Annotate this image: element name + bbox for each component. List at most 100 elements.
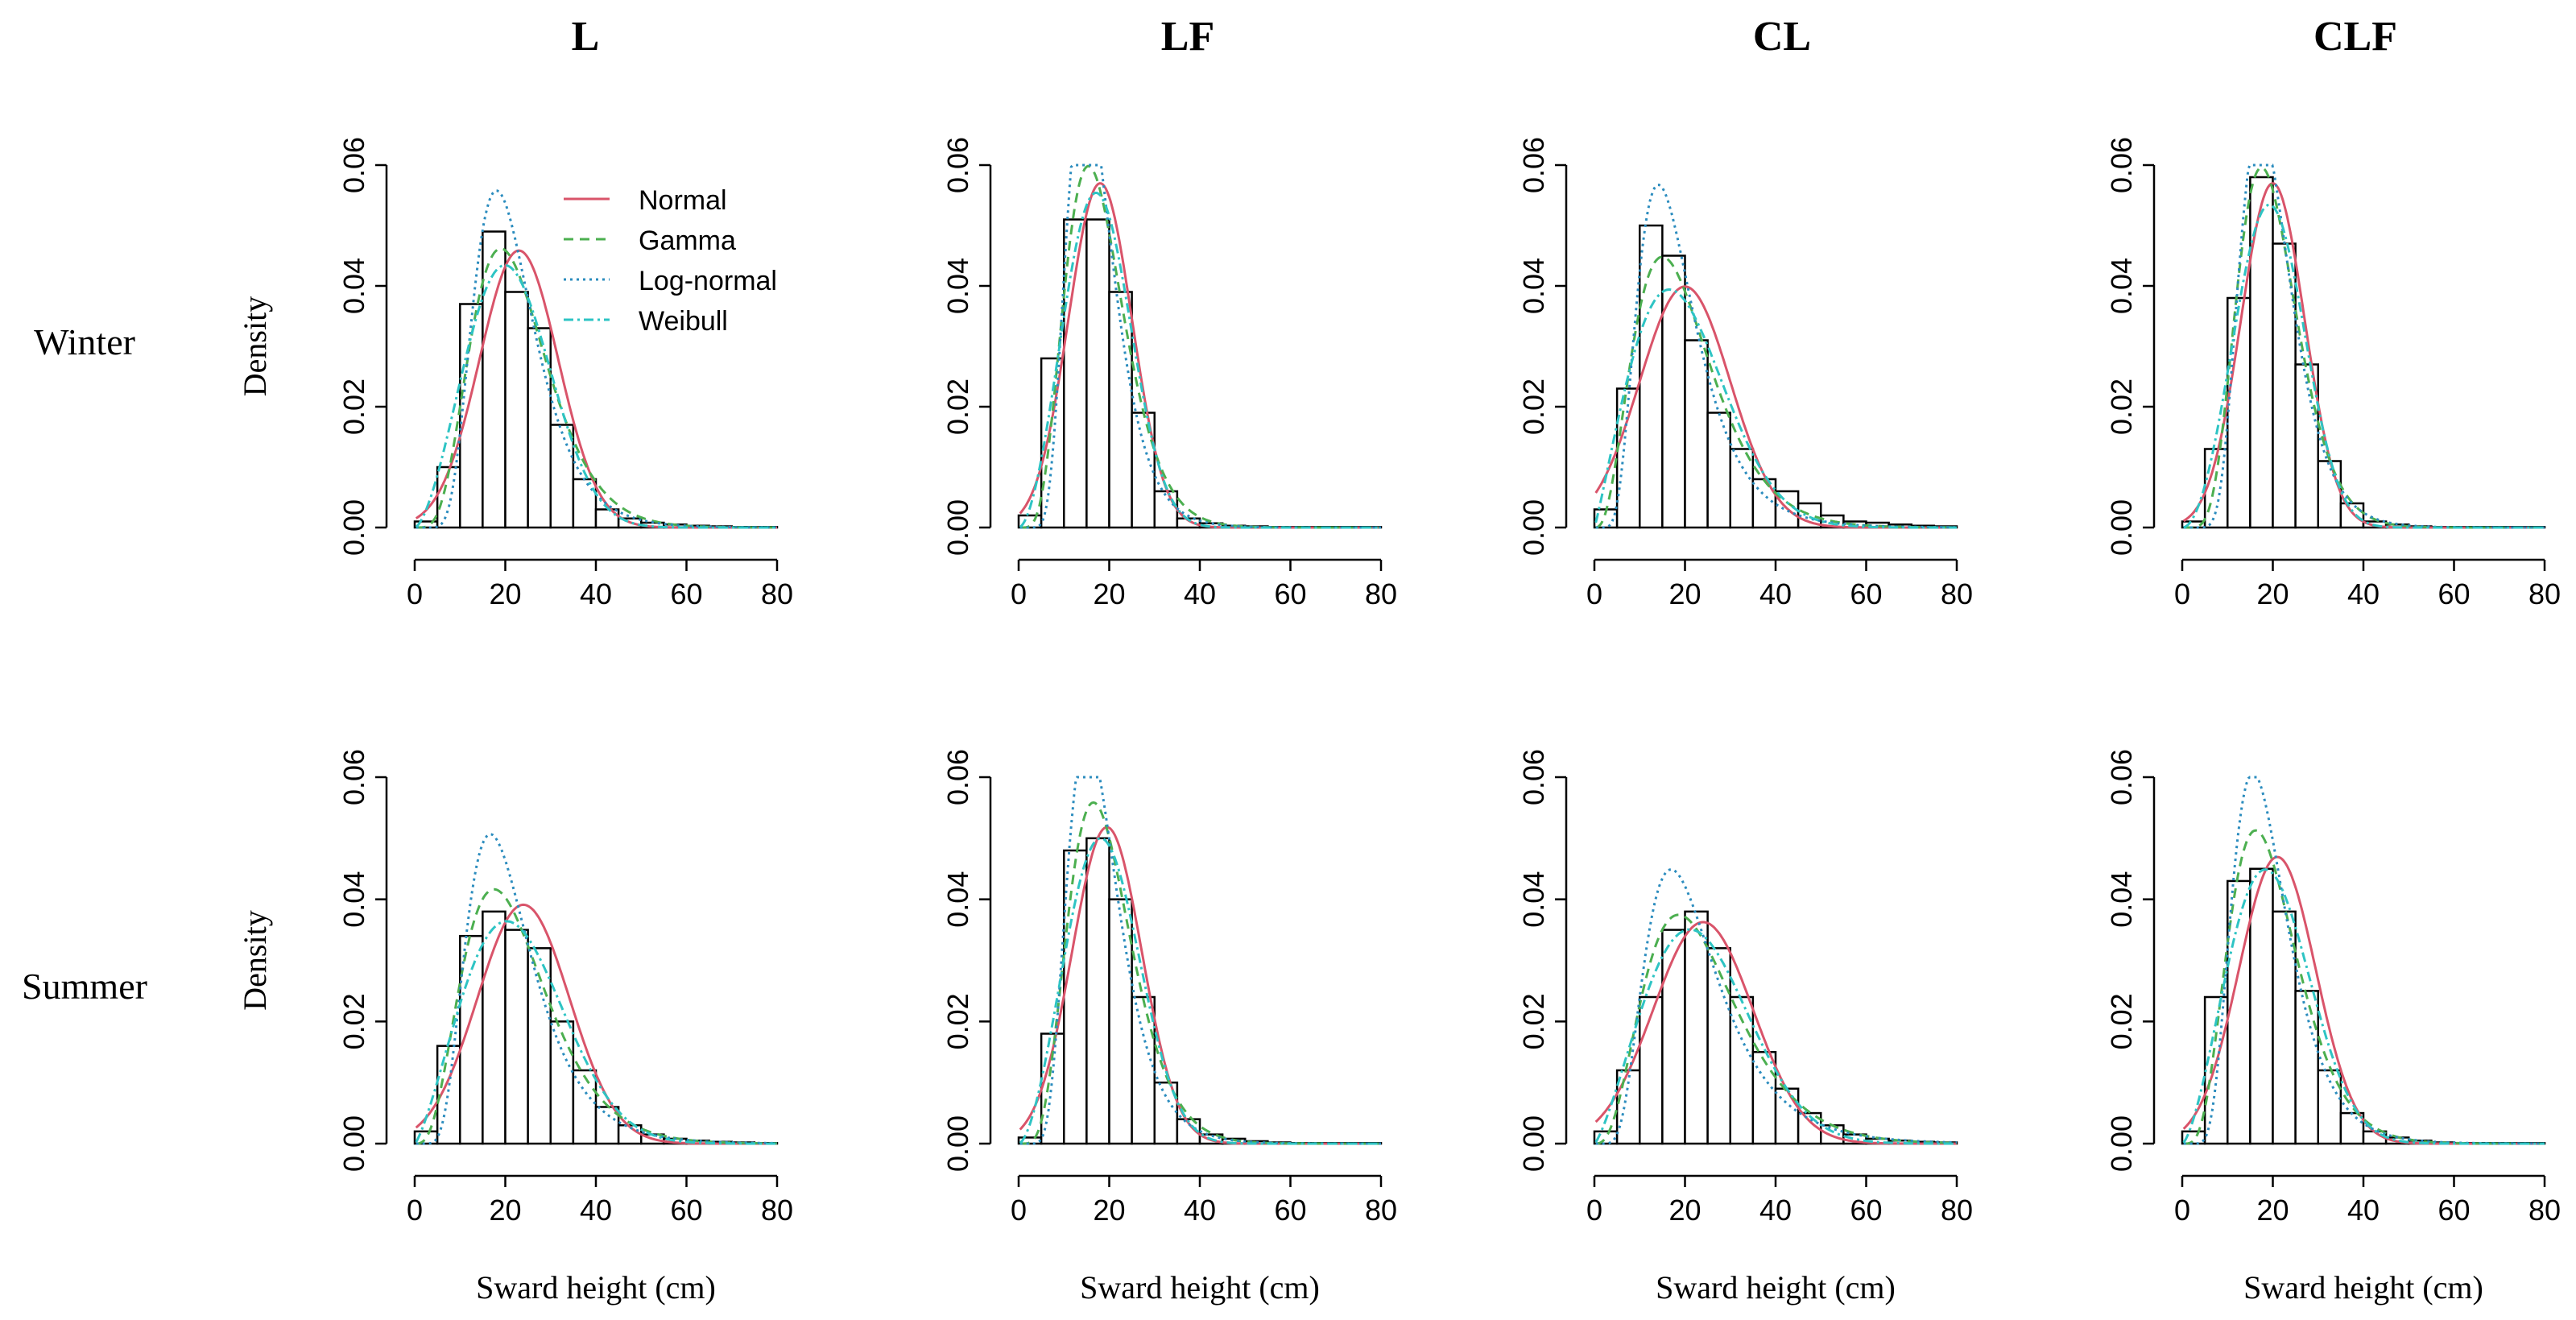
gamma-fit-curve [2183, 166, 2545, 529]
y-tick-label: 0.00 [1517, 1115, 1550, 1172]
y-tick-label: 0.04 [337, 258, 370, 314]
histogram-bar [1085, 837, 1110, 1145]
y-tick-label: 0.02 [2105, 379, 2138, 435]
weibull-fit-curve [415, 920, 777, 1145]
panel-6: 0 20 40 60 80 0.00 0.02 0.04 0.06 Sward height (c… [1517, 749, 1973, 1306]
y-tick-label: 0.02 [337, 379, 370, 435]
y-tick-label: 0.06 [337, 749, 370, 805]
column-title-lf: LF [1161, 14, 1214, 60]
y-tick-label: 0.06 [1517, 137, 1550, 193]
x-tick-label: 80 [1941, 577, 1973, 610]
weibull-fit-curve [1594, 928, 1957, 1145]
x-tick-label: 80 [1941, 1194, 1973, 1227]
y-tick-label: 0.06 [1517, 749, 1550, 805]
y-tick-label: 0.00 [337, 499, 370, 556]
x-tick-label: 40 [580, 577, 612, 610]
row-title-winter: Winter [34, 321, 135, 362]
legend-weibull-label: Weibull [639, 306, 728, 337]
weibull-fit-curve [415, 263, 777, 529]
x-tick-label: 40 [580, 1194, 612, 1227]
histogram-bar [459, 303, 484, 529]
y-tick-label: 0.00 [337, 1115, 370, 1172]
weibull-fit-curve [1019, 192, 1381, 529]
x-tick-label: 80 [761, 577, 793, 610]
lognormal-fit-curve [2183, 163, 2545, 529]
x-tick-label: 60 [1850, 1194, 1882, 1227]
panel-1: 0 20 40 60 80 0.00 0.02 0.04 0.06 [941, 137, 1397, 610]
histogram-bar [2339, 1111, 2365, 1145]
y-tick-label: 0.06 [337, 137, 370, 193]
panel-3: 0 20 40 60 80 0.00 0.02 0.04 0.06 [2105, 137, 2561, 610]
x-tick-label: 40 [1759, 577, 1792, 610]
x-axis-title: Sward height (cm) [2243, 1269, 2483, 1306]
x-tick-label: 40 [1184, 577, 1216, 610]
x-tick-label: 60 [1274, 577, 1306, 610]
histogram-bar [1639, 995, 1664, 1145]
x-tick-label: 20 [1093, 577, 1125, 610]
x-tick-label: 0 [1011, 1194, 1027, 1227]
weibull-fit-curve [2182, 868, 2545, 1145]
histogram-bar [2249, 867, 2274, 1145]
x-tick-label: 60 [670, 577, 702, 610]
x-tick-label: 20 [2256, 577, 2289, 610]
column-title-clf: CLF [2313, 14, 2397, 60]
histogram-bar [1684, 339, 1709, 529]
panel-0: 0 20 40 60 80 0.00 0.02 0.04 0.06 Density [237, 137, 793, 610]
legend-normal-label: Normal [639, 185, 727, 216]
x-tick-label: 60 [1274, 1194, 1306, 1227]
row-title-summer: Summer [22, 966, 147, 1007]
y-tick-label: 0.04 [2105, 871, 2138, 928]
histogram-bar [1085, 218, 1110, 529]
x-tick-label: 0 [407, 1194, 423, 1227]
x-tick-label: 0 [1586, 1194, 1602, 1227]
panels: 0 20 40 60 80 0.00 0.02 0.04 0.06 Density 0 20 40 60 8… [237, 137, 2561, 1306]
histogram-bar [1108, 291, 1133, 529]
x-axis-title: Sward height (cm) [476, 1269, 716, 1306]
x-tick-label: 0 [1011, 577, 1027, 610]
x-tick-label: 80 [1365, 577, 1397, 610]
x-tick-label: 20 [489, 577, 521, 610]
x-tick-label: 60 [670, 1194, 702, 1227]
y-tick-label: 0.00 [941, 1115, 974, 1172]
histogram-bar [1615, 1069, 1641, 1145]
normal-fit-curve [415, 903, 777, 1145]
x-tick-label: 80 [1365, 1194, 1397, 1227]
panel-4: 0 20 40 60 80 0.00 0.02 0.04 0.06 Density Sward he… [237, 749, 793, 1306]
column-title-cl: CL [1753, 14, 1811, 60]
x-tick-label: 60 [2437, 1194, 2470, 1227]
y-tick-label: 0.04 [337, 871, 370, 928]
histogram-bar [572, 1069, 597, 1145]
weibull-fit-curve [1594, 288, 1957, 529]
panel-5: 0 20 40 60 80 0.00 0.02 0.04 0.06 Sward height (c… [941, 749, 1397, 1306]
y-tick-label: 0.04 [1517, 258, 1550, 314]
histogram-bar [1751, 478, 1777, 529]
x-tick-label: 40 [2347, 577, 2380, 610]
x-tick-label: 40 [2347, 1194, 2380, 1227]
x-tick-label: 40 [1184, 1194, 1216, 1227]
x-tick-label: 80 [2528, 577, 2561, 610]
y-tick-label: 0.04 [941, 258, 974, 314]
histogram-bar [527, 947, 552, 1145]
histogram-bar [504, 291, 529, 529]
histogram-bar [1706, 412, 1731, 529]
x-tick-label: 20 [1093, 1194, 1125, 1227]
y-tick-label: 0.06 [941, 749, 974, 805]
x-axis-title: Sward height (cm) [1656, 1269, 1896, 1306]
histogram-bar [1751, 1051, 1777, 1145]
panel-2: 0 20 40 60 80 0.00 0.02 0.04 0.06 [1517, 137, 1973, 610]
histogram-bar [572, 478, 597, 529]
x-tick-label: 0 [407, 577, 423, 610]
y-tick-label: 0.06 [941, 137, 974, 193]
y-axis-title: Density [237, 296, 273, 396]
x-tick-label: 60 [1850, 577, 1882, 610]
y-tick-label: 0.02 [2105, 993, 2138, 1049]
histogram-bar [1684, 910, 1709, 1145]
lognormal-fit-curve [1019, 776, 1381, 1145]
y-tick-label: 0.02 [1517, 993, 1550, 1049]
column-title-l: L [572, 14, 600, 60]
panel-7: 0 20 40 60 80 0.00 0.02 0.04 0.06 Sward height (c… [2105, 749, 2561, 1306]
histogram-bar [549, 424, 575, 529]
histogram-bar [549, 1020, 575, 1145]
y-tick-label: 0.02 [337, 993, 370, 1049]
